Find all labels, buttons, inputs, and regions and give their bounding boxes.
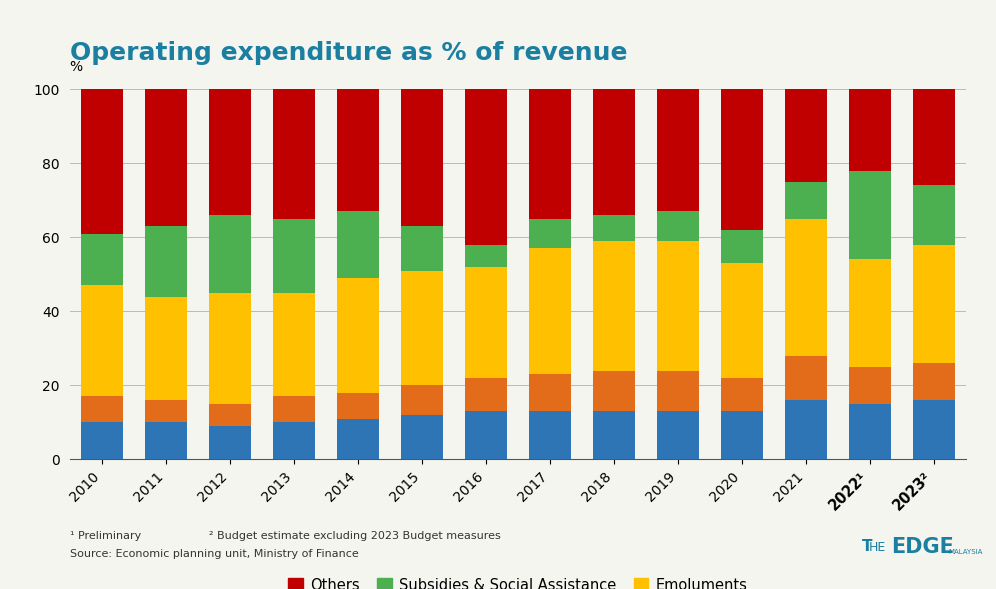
- Bar: [81, 234, 123, 286]
- Bar: [145, 422, 186, 459]
- Bar: [785, 89, 827, 182]
- Bar: [913, 186, 955, 244]
- Bar: [657, 211, 699, 241]
- Bar: [913, 363, 955, 400]
- Bar: [850, 171, 890, 260]
- Bar: [81, 396, 123, 422]
- Bar: [337, 89, 378, 211]
- Bar: [785, 356, 827, 400]
- Bar: [850, 367, 890, 404]
- Bar: [721, 263, 763, 378]
- Bar: [81, 89, 123, 234]
- Bar: [401, 385, 442, 415]
- Bar: [594, 89, 634, 215]
- Bar: [657, 241, 699, 370]
- Bar: [913, 400, 955, 459]
- Bar: [209, 404, 251, 426]
- Bar: [721, 378, 763, 411]
- Text: ¹ Preliminary: ¹ Preliminary: [70, 531, 141, 541]
- Bar: [850, 89, 890, 171]
- Bar: [273, 293, 315, 396]
- Bar: [401, 415, 442, 459]
- Bar: [273, 89, 315, 219]
- Bar: [209, 426, 251, 459]
- Bar: [401, 89, 442, 226]
- Text: HE: HE: [869, 541, 885, 554]
- Bar: [145, 296, 186, 400]
- Bar: [465, 411, 507, 459]
- Bar: [850, 404, 890, 459]
- Bar: [785, 182, 827, 219]
- Bar: [721, 230, 763, 263]
- Bar: [465, 267, 507, 378]
- Bar: [657, 411, 699, 459]
- Bar: [465, 244, 507, 267]
- Bar: [81, 286, 123, 396]
- Bar: [401, 226, 442, 270]
- Text: Source: Economic planning unit, Ministry of Finance: Source: Economic planning unit, Ministry…: [70, 548, 359, 558]
- Bar: [594, 370, 634, 411]
- Bar: [657, 89, 699, 211]
- Bar: [594, 241, 634, 370]
- Bar: [529, 374, 571, 411]
- Bar: [594, 411, 634, 459]
- Bar: [721, 89, 763, 230]
- Bar: [850, 260, 890, 367]
- Bar: [145, 400, 186, 422]
- Bar: [529, 249, 571, 374]
- Bar: [209, 89, 251, 215]
- Text: MALAYSIA: MALAYSIA: [948, 549, 983, 555]
- Bar: [209, 215, 251, 293]
- Bar: [209, 293, 251, 404]
- Bar: [913, 244, 955, 363]
- Bar: [657, 370, 699, 411]
- Bar: [273, 396, 315, 422]
- Bar: [594, 215, 634, 241]
- Bar: [337, 393, 378, 419]
- Bar: [145, 226, 186, 296]
- Bar: [145, 89, 186, 226]
- Bar: [337, 419, 378, 459]
- Bar: [785, 400, 827, 459]
- Text: Operating expenditure as % of revenue: Operating expenditure as % of revenue: [70, 41, 627, 65]
- Bar: [785, 219, 827, 356]
- Bar: [337, 278, 378, 393]
- Bar: [913, 89, 955, 186]
- Text: T: T: [862, 539, 872, 554]
- Text: ² Budget estimate excluding 2023 Budget measures: ² Budget estimate excluding 2023 Budget …: [209, 531, 501, 541]
- Bar: [401, 270, 442, 385]
- Bar: [529, 411, 571, 459]
- Bar: [81, 422, 123, 459]
- Bar: [529, 89, 571, 219]
- Bar: [273, 219, 315, 293]
- Bar: [529, 219, 571, 249]
- Text: EDGE: EDGE: [891, 537, 954, 557]
- Bar: [465, 89, 507, 244]
- Bar: [337, 211, 378, 278]
- Text: %: %: [70, 61, 83, 74]
- Bar: [273, 422, 315, 459]
- Bar: [721, 411, 763, 459]
- Bar: [465, 378, 507, 411]
